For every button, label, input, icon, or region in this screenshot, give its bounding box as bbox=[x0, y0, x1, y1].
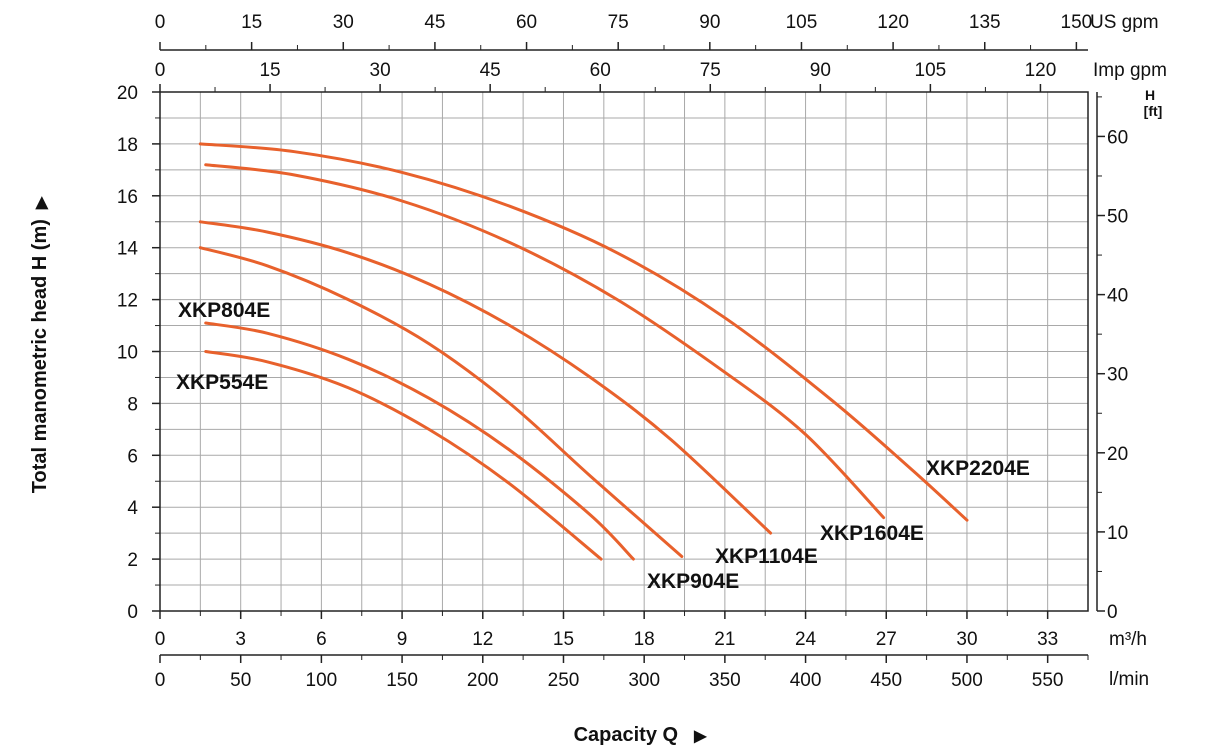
x-tick-label-lmin: 300 bbox=[628, 670, 660, 691]
series-label-xkp1104e: XKP1104E bbox=[715, 545, 818, 568]
x-tick-label-lmin: 350 bbox=[709, 670, 741, 691]
x2-tick-label-impgpm: 75 bbox=[700, 60, 721, 81]
x-tick-label-lmin: 150 bbox=[386, 670, 418, 691]
top-impgpm-unit: Imp gpm bbox=[1093, 60, 1167, 81]
y-tick-label: 6 bbox=[127, 446, 138, 467]
series-label-xkp804e: XKP804E bbox=[178, 299, 270, 322]
x-tick-label-lmin: 550 bbox=[1032, 670, 1064, 691]
x-axis-title: Capacity Q ▶ bbox=[574, 724, 707, 746]
y-tick-label: 16 bbox=[117, 187, 138, 208]
x-tick-label-m3h: 30 bbox=[956, 629, 977, 650]
x2-tick-label-usgpm: 0 bbox=[155, 12, 166, 33]
y-tick-label: 8 bbox=[127, 394, 138, 415]
y2-tick-label: 30 bbox=[1107, 365, 1128, 386]
x-tick-label-lmin: 450 bbox=[870, 670, 902, 691]
right-axis-ft-unit: [ft] bbox=[1144, 103, 1163, 119]
x2-tick-label-usgpm: 60 bbox=[516, 12, 537, 33]
curve-xkp2204e bbox=[198, 142, 969, 522]
x-tick-label-lmin: 50 bbox=[230, 670, 251, 691]
y-tick-label: 10 bbox=[117, 343, 138, 364]
x2-tick-label-usgpm: 75 bbox=[608, 12, 629, 33]
x-tick-label-m3h: 3 bbox=[235, 629, 246, 650]
x2-tick-label-impgpm: 0 bbox=[155, 60, 166, 81]
x2-tick-label-usgpm: 135 bbox=[969, 12, 1001, 33]
y2-tick-label: 50 bbox=[1107, 207, 1128, 228]
x-tick-label-m3h: 9 bbox=[397, 629, 408, 650]
x2-tick-label-usgpm: 105 bbox=[786, 12, 818, 33]
x-tick-label-m3h: 6 bbox=[316, 629, 327, 650]
y2-tick-label: 60 bbox=[1107, 127, 1128, 148]
series-label-xkp554e: XKP554E bbox=[176, 371, 268, 394]
x2-tick-label-usgpm: 150 bbox=[1061, 12, 1093, 33]
x2-tick-label-usgpm: 15 bbox=[241, 12, 262, 33]
right-axis-h-label: H bbox=[1145, 87, 1155, 103]
y-tick-label: 2 bbox=[127, 550, 138, 571]
y2-tick-label: 40 bbox=[1107, 286, 1128, 307]
bottom-lmin-unit: l/min bbox=[1109, 669, 1149, 690]
curve-xkp554e bbox=[204, 350, 603, 561]
curve-xkp1104e bbox=[198, 220, 773, 535]
top-usgpm-unit: US gpm bbox=[1090, 12, 1159, 33]
grid bbox=[160, 92, 1088, 611]
x-tick-label-lmin: 200 bbox=[467, 670, 499, 691]
y2-tick-label: 10 bbox=[1107, 523, 1128, 544]
x2-tick-label-usgpm: 90 bbox=[699, 12, 720, 33]
y-tick-label: 4 bbox=[127, 498, 138, 519]
x2-tick-label-impgpm: 30 bbox=[370, 60, 391, 81]
pump-curves bbox=[198, 142, 969, 561]
x2-tick-label-usgpm: 30 bbox=[333, 12, 354, 33]
x2-tick-label-impgpm: 15 bbox=[259, 60, 280, 81]
y-tick-label: 18 bbox=[117, 135, 138, 156]
y-tick-label: 12 bbox=[117, 291, 138, 312]
x2-tick-label-impgpm: 120 bbox=[1025, 60, 1057, 81]
series-label-xkp1604e: XKP1604E bbox=[820, 522, 924, 545]
curve-xkp1604e bbox=[204, 163, 886, 520]
x2-tick-label-impgpm: 105 bbox=[915, 60, 947, 81]
x-tick-label-m3h: 27 bbox=[876, 629, 897, 650]
y-tick-label: 14 bbox=[117, 239, 139, 260]
y2-tick-label: 20 bbox=[1107, 444, 1128, 465]
curve-xkp804e bbox=[204, 321, 635, 561]
x-tick-label-m3h: 18 bbox=[634, 629, 655, 650]
y-tick-label: 20 bbox=[117, 83, 138, 104]
curve-xkp904e bbox=[198, 246, 684, 558]
x2-tick-label-impgpm: 60 bbox=[590, 60, 611, 81]
series-label-xkp2204e: XKP2204E bbox=[926, 457, 1030, 480]
x2-tick-label-usgpm: 120 bbox=[877, 12, 909, 33]
x-tick-label-m3h: 0 bbox=[155, 629, 166, 650]
y-axis-title: Total manometric head H (m)▶ bbox=[29, 196, 51, 493]
y2-tick-label: 0 bbox=[1107, 602, 1118, 623]
x-tick-label-m3h: 33 bbox=[1037, 629, 1058, 650]
x-tick-label-m3h: 24 bbox=[795, 629, 817, 650]
y-axis-title-group: Total manometric head H (m)▶ bbox=[29, 196, 51, 493]
x-tick-label-lmin: 400 bbox=[790, 670, 822, 691]
x-tick-label-lmin: 100 bbox=[306, 670, 338, 691]
x-tick-label-m3h: 15 bbox=[553, 629, 574, 650]
x-tick-label-lmin: 500 bbox=[951, 670, 983, 691]
x2-tick-label-usgpm: 45 bbox=[424, 12, 445, 33]
x-tick-label-lmin: 0 bbox=[155, 670, 166, 691]
x2-tick-label-impgpm: 90 bbox=[810, 60, 831, 81]
series-label-xkp904e: XKP904E bbox=[647, 570, 739, 593]
x2-tick-label-impgpm: 45 bbox=[480, 60, 501, 81]
x-tick-label-m3h: 12 bbox=[472, 629, 493, 650]
y-tick-label: 0 bbox=[127, 602, 138, 623]
x-tick-label-m3h: 21 bbox=[714, 629, 735, 650]
bottom-m3h-unit: m³/h bbox=[1109, 629, 1147, 650]
x-tick-label-lmin: 250 bbox=[548, 670, 580, 691]
